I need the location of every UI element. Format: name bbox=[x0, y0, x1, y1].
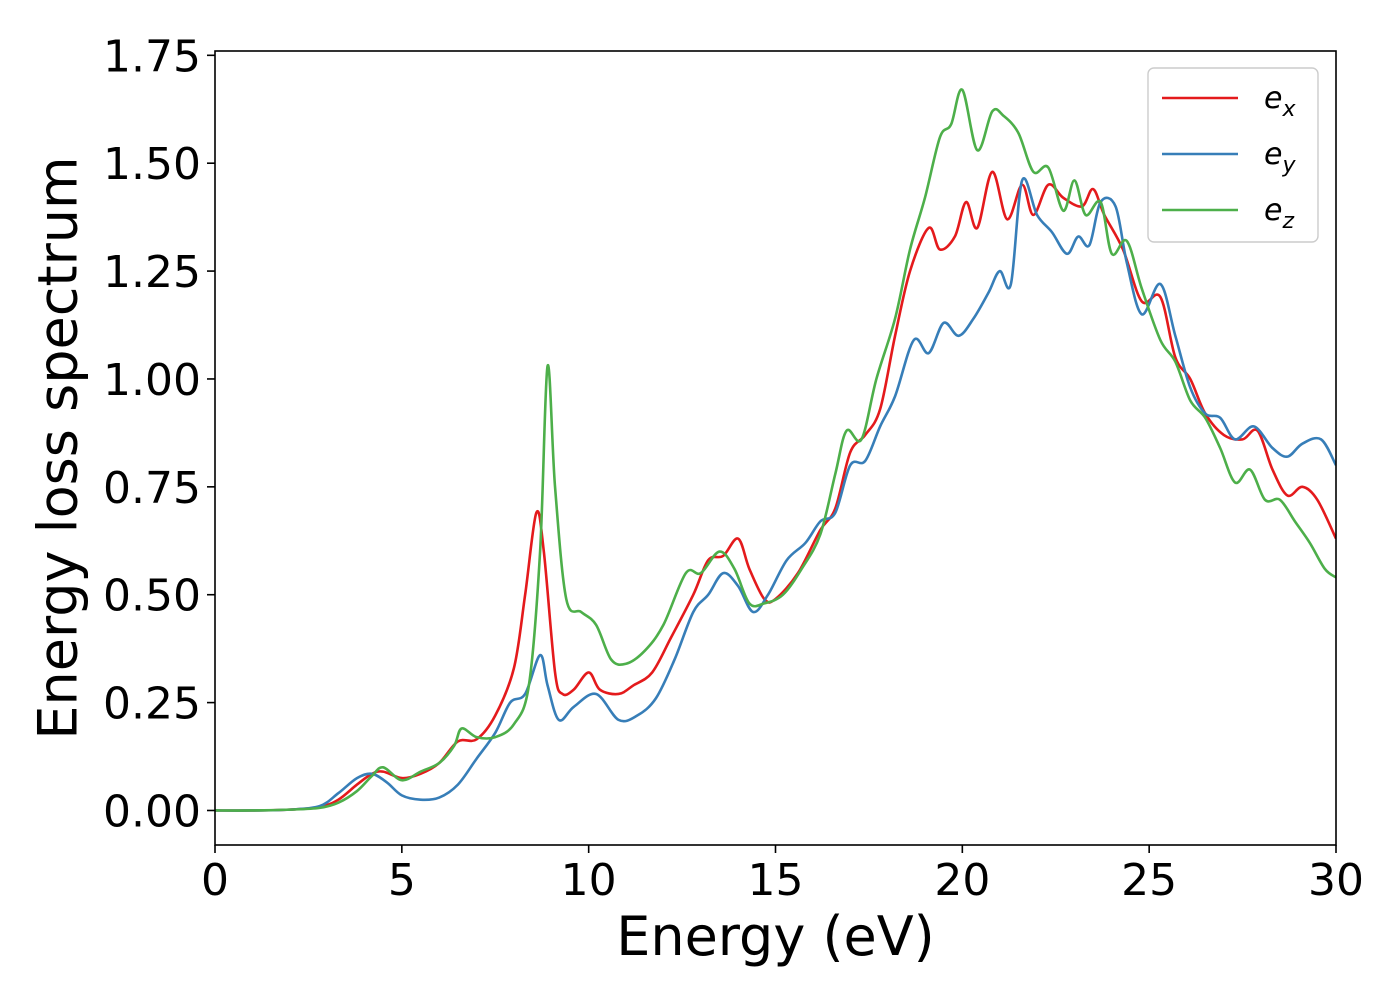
x-tick-label: 30 bbox=[1308, 855, 1364, 906]
x-axis: 0 5 10 15 20 25 30 bbox=[201, 845, 1364, 906]
legend-label-subscript: z bbox=[1281, 209, 1294, 234]
y-tick-label: 0.75 bbox=[103, 463, 201, 514]
series-line-ex bbox=[215, 170, 1336, 812]
y-tick-label: 1.75 bbox=[103, 31, 201, 82]
y-tick-label: 0.50 bbox=[103, 571, 201, 622]
legend-label-base: e bbox=[1264, 81, 1282, 116]
y-axis: 0.00 0.25 0.50 0.75 1.00 1.25 1.50 1.75 bbox=[103, 31, 215, 837]
y-tick-label: 1.50 bbox=[103, 139, 201, 190]
y-tick-label: 0.25 bbox=[103, 679, 201, 730]
legend-label-subscript: y bbox=[1281, 153, 1296, 178]
legend-label-ey: ey bbox=[1264, 137, 1296, 178]
x-tick-label: 15 bbox=[748, 855, 804, 906]
legend-label-ez: ez bbox=[1264, 193, 1294, 234]
y-axis-title: Energy loss spectrum bbox=[27, 156, 90, 739]
y-tick-label: 1.25 bbox=[103, 247, 201, 298]
x-tick-label: 10 bbox=[561, 855, 617, 906]
series-line-ez bbox=[215, 88, 1336, 812]
x-tick-label: 5 bbox=[388, 855, 416, 906]
x-axis-title: Energy (eV) bbox=[616, 905, 935, 968]
legend-label-subscript: x bbox=[1281, 97, 1296, 122]
x-tick-label: 0 bbox=[201, 855, 229, 906]
series-line-ey bbox=[215, 176, 1336, 812]
x-tick-label: 20 bbox=[934, 855, 990, 906]
legend-label-base: e bbox=[1264, 193, 1282, 228]
x-tick-label: 25 bbox=[1121, 855, 1177, 906]
legend-label-ex: ex bbox=[1264, 81, 1296, 122]
y-tick-label: 1.00 bbox=[103, 355, 201, 406]
legend-label-base: e bbox=[1264, 137, 1282, 172]
y-tick-label: 0.00 bbox=[103, 786, 201, 837]
series-layer bbox=[215, 88, 1336, 812]
